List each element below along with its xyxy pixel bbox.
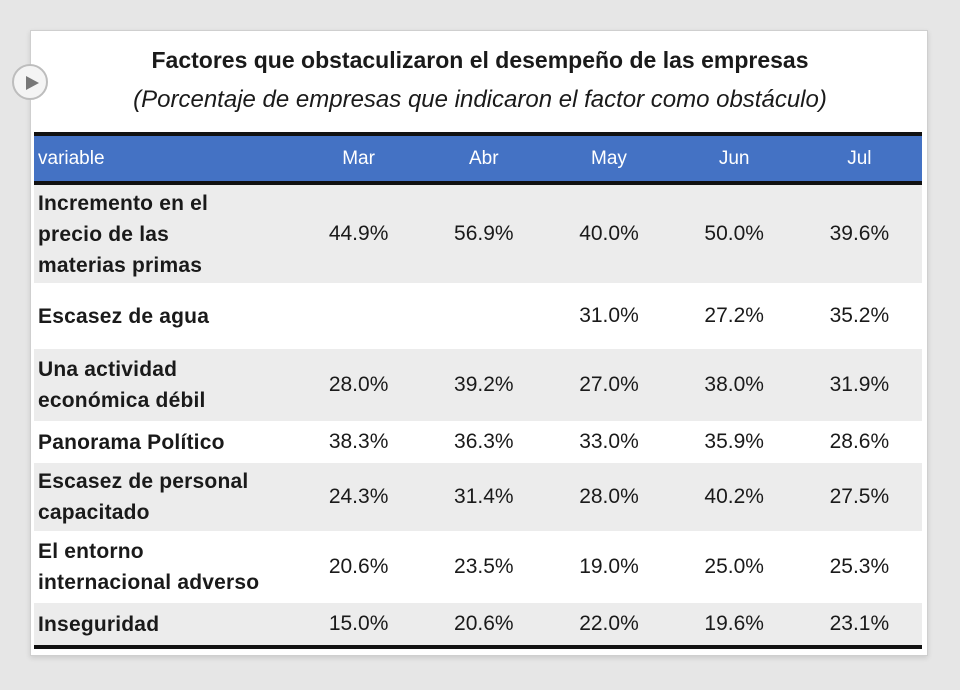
value-cell: 15.0%: [296, 603, 422, 649]
row-label-line: precio de las: [38, 222, 169, 246]
row-label-line: materias primas: [38, 253, 203, 277]
table-row: Incremento en el precio de las materias …: [34, 183, 922, 283]
data-table-wrapper: variable Mar Abr May Jun Jul Incremento …: [34, 132, 922, 649]
row-label: El entorno internacional adverso: [34, 531, 296, 603]
row-label-line: Inseguridad: [38, 612, 160, 636]
play-button[interactable]: [12, 64, 48, 100]
value-cell: 24.3%: [328, 485, 389, 508]
value-cell: 38.3%: [328, 430, 389, 453]
value-cell: 23.1%: [796, 603, 922, 649]
table-subtitle: (Porcentaje de empresas que indicaron el…: [133, 86, 827, 113]
value-cell: 19.6%: [671, 603, 797, 649]
row-label-line: Una actividad: [38, 358, 178, 381]
value-cell: 35.9%: [704, 430, 764, 453]
value-cell: [421, 283, 546, 349]
table-row: Inseguridad 15.0% 20.6% 22.0% 19.6% 23.1…: [34, 603, 922, 649]
header-cell-month: Jun: [671, 132, 797, 185]
row-label: Incremento en el precio de las materias …: [34, 183, 296, 283]
value-cell: 39.2%: [454, 373, 514, 396]
table-row: Escasez de agua 31.0% 27.2% 35.2%: [34, 283, 922, 349]
row-label: Una actividad económica débil: [34, 349, 296, 421]
row-label-line: Escasez de personal: [38, 470, 249, 493]
data-table: variable Mar Abr May Jun Jul Incremento …: [34, 132, 922, 649]
value-cell: 23.5%: [454, 555, 514, 578]
value-cell: 19.0%: [579, 555, 639, 578]
row-label: Escasez de agua: [34, 283, 296, 349]
value-cell: 44.9%: [328, 222, 389, 245]
header-cell-month: May: [546, 132, 672, 185]
row-label-line: El entorno: [38, 540, 144, 563]
row-label-line: Panorama Político: [38, 430, 225, 454]
value-cell: 27.2%: [704, 304, 764, 327]
value-cell: 20.6%: [328, 555, 389, 578]
table-row: Una actividad económica débil 28.0% 39.2…: [34, 349, 922, 421]
header-cell-month: Mar: [296, 132, 422, 185]
value-cell: 33.0%: [579, 430, 639, 453]
row-label-line: capacitado: [38, 501, 150, 524]
value-cell: 31.0%: [579, 304, 639, 327]
value-cell: 31.9%: [829, 373, 890, 396]
row-label-line: Escasez de agua: [38, 304, 210, 328]
value-cell: 31.4%: [454, 485, 514, 508]
table-row: El entorno internacional adverso 20.6% 2…: [34, 531, 922, 603]
value-cell: 28.6%: [829, 430, 890, 453]
value-cell: 50.0%: [704, 222, 764, 245]
value-cell: 27.0%: [579, 373, 639, 396]
value-cell: [296, 283, 421, 349]
value-cell: 40.2%: [704, 485, 764, 508]
value-cell: 27.5%: [829, 485, 890, 508]
value-cell: 22.0%: [546, 603, 672, 649]
row-label-line: económica débil: [38, 389, 206, 412]
value-cell: 36.3%: [454, 430, 514, 453]
row-label: Inseguridad: [34, 603, 297, 649]
row-label: Panorama Político: [34, 421, 296, 463]
value-cell: 28.0%: [328, 373, 389, 396]
value-cell: 35.2%: [829, 304, 890, 327]
row-label-line: internacional adverso: [38, 571, 260, 594]
value-cell: 56.9%: [454, 222, 514, 245]
header-cell-month: Jul: [796, 132, 922, 185]
row-label-line: Incremento en el: [38, 191, 209, 215]
row-label: Escasez de personal capacitado: [34, 463, 296, 531]
value-cell: 20.6%: [421, 603, 547, 649]
value-cell: 28.0%: [579, 485, 639, 508]
table-row: Panorama Político 38.3% 36.3% 33.0% 35.9…: [34, 421, 922, 463]
value-cell: 38.0%: [704, 373, 764, 396]
table-title: Factores que obstaculizaron el desempeño…: [151, 47, 809, 73]
table-row: Escasez de personal capacitado 24.3% 31.…: [34, 463, 922, 531]
value-cell: 25.3%: [829, 555, 890, 578]
value-cell: 39.6%: [829, 222, 890, 245]
value-cell: 25.0%: [704, 555, 764, 578]
header-cell-variable: variable: [34, 132, 297, 185]
header-row: variable Mar Abr May Jun Jul: [34, 132, 922, 185]
header-cell-month: Abr: [421, 132, 547, 185]
value-cell: 40.0%: [579, 222, 639, 245]
play-icon: [26, 76, 39, 90]
